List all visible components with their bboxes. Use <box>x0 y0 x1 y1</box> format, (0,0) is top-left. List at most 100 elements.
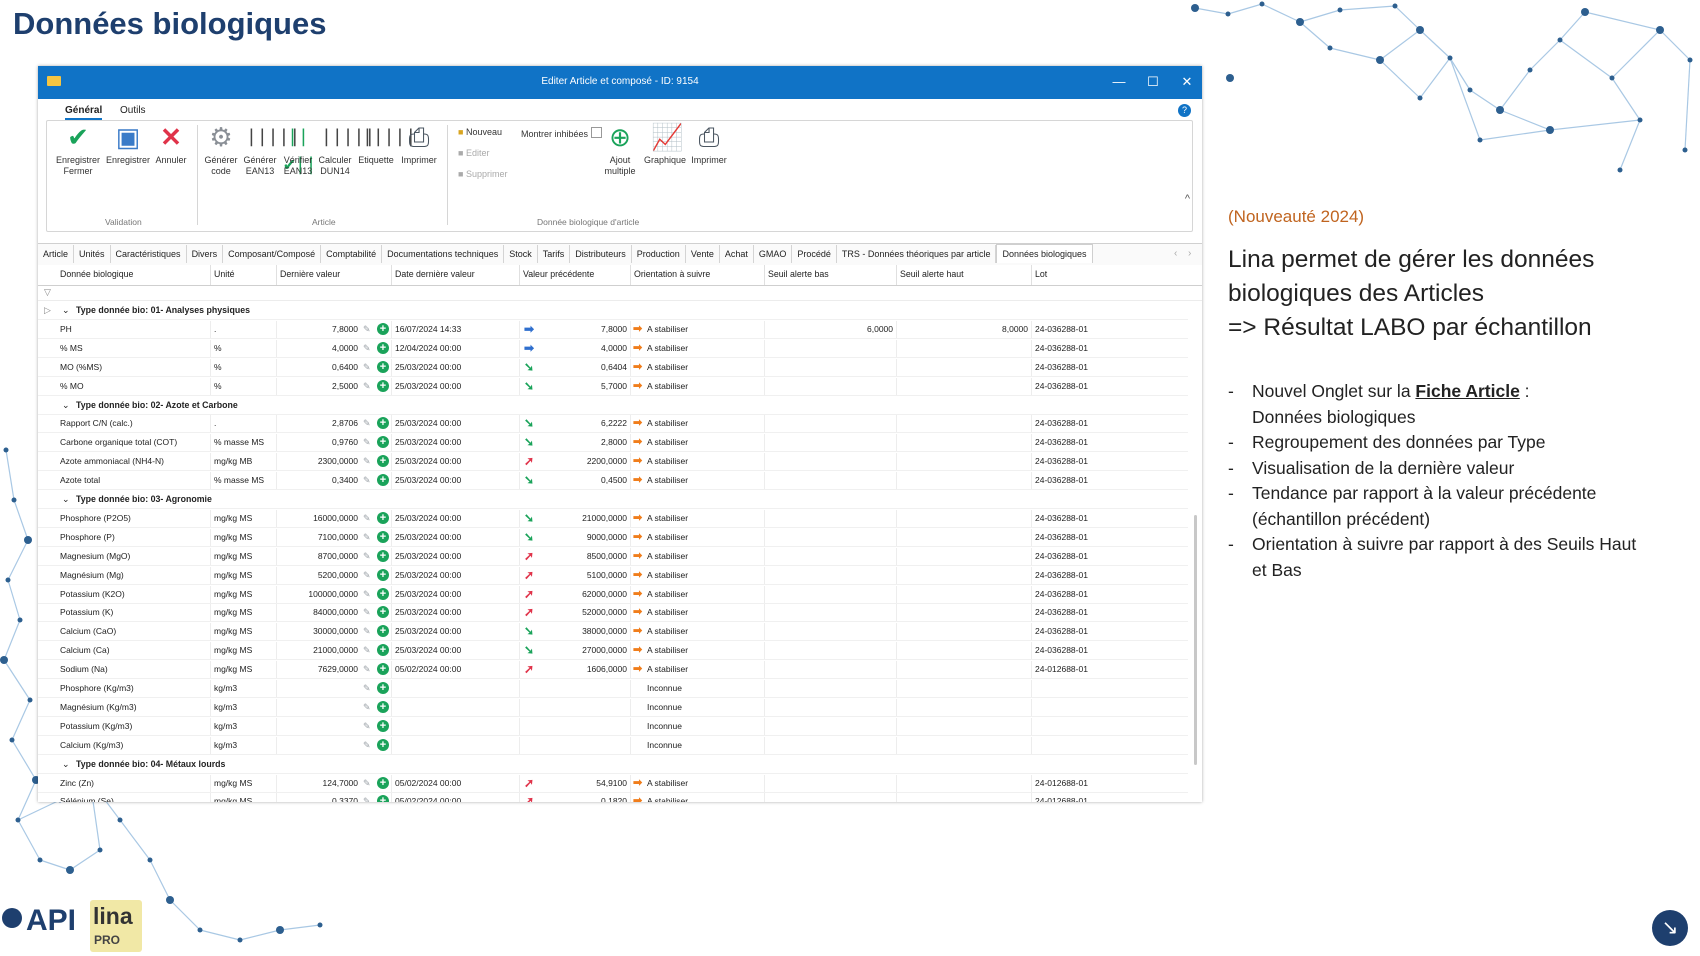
edit-value-icon[interactable]: ✎ <box>363 720 371 731</box>
group-row[interactable]: ⌄ Type donnée bio: 02- Azote et Carbone <box>38 397 1188 415</box>
edit-value-icon[interactable]: ✎ <box>363 550 371 561</box>
tab-vente[interactable]: Vente <box>686 245 720 263</box>
table-row[interactable]: Phosphore (P2O5) mg/kg MS 16000,0000 ✎ +25/0… <box>38 509 1188 528</box>
edit-value-icon[interactable]: ✎ <box>363 569 371 580</box>
generate-code-button[interactable]: ⚙ Générer code <box>204 122 238 176</box>
table-row[interactable]: Zinc (Zn) mg/kg MS 124,7000 ✎ +05/02/2024 00… <box>38 774 1188 793</box>
column-header[interactable]: Seuil alerte haut <box>900 269 964 279</box>
table-row[interactable]: Magnésium (Kg/m3) kg/m3 ✎ + Inconnue <box>38 698 1188 717</box>
edit-value-icon[interactable]: ✎ <box>363 739 371 750</box>
cancel-button[interactable]: ✕ Annuler <box>155 122 187 165</box>
column-header[interactable]: Lot <box>1035 269 1048 279</box>
add-value-icon[interactable]: + <box>377 682 389 694</box>
tab-gmao[interactable]: GMAO <box>754 245 793 263</box>
table-row[interactable]: % MO% 2,5000 ✎ +25/03/2024 00:00 ➘ 5,7000 ➡ A s… <box>38 377 1188 396</box>
add-value-icon[interactable]: + <box>377 341 389 354</box>
print-bio-button[interactable]: ⎙ Imprimer <box>691 122 727 165</box>
add-value-icon[interactable]: + <box>377 474 389 487</box>
add-value-icon[interactable]: + <box>377 738 389 751</box>
edit-value-icon[interactable]: ✎ <box>363 645 371 656</box>
group-row[interactable]: ⌄ Type donnée bio: 01- Analyses physiques… <box>38 302 1188 320</box>
add-value-icon[interactable]: + <box>377 379 389 392</box>
column-header[interactable]: Date dernière valeur <box>395 269 475 279</box>
edit-value-icon[interactable]: ✎ <box>363 361 371 372</box>
table-row[interactable]: Sodium (Na) mg/kg MS 7629,0000 ✎ +05/02/2024… <box>38 661 1188 680</box>
tab-documentations-techniques[interactable]: Documentations techniques <box>382 245 505 263</box>
column-header[interactable]: Seuil alerte bas <box>768 269 829 279</box>
add-value-icon[interactable]: + <box>377 776 389 789</box>
new-bio-button[interactable]: ■ Nouveau <box>458 127 502 137</box>
verify-ean13-button[interactable]: ||✔|| Vérifier EAN13 <box>280 123 317 177</box>
table-row[interactable]: Magnésium (Mg) mg/kg MS 5200,0000 ✎ +25/03/2… <box>38 566 1188 585</box>
table-row[interactable]: Azote ammoniacal (NH4-N) mg/kg MB 2300,000… <box>38 453 1188 472</box>
chevron-down-icon[interactable]: ⌄ <box>62 758 70 769</box>
tab-stock[interactable]: Stock <box>504 245 538 263</box>
edit-value-icon[interactable]: ✎ <box>363 437 371 448</box>
column-header[interactable]: Orientation à suivre <box>634 269 711 279</box>
filter-row[interactable]: ▽ <box>38 286 1202 301</box>
column-header[interactable]: Unité <box>214 269 235 279</box>
add-value-icon[interactable]: + <box>377 549 389 562</box>
edit-value-icon[interactable]: ✎ <box>363 512 371 523</box>
add-value-icon[interactable]: + <box>377 511 389 524</box>
chevron-down-icon[interactable]: ⌄ <box>62 305 70 315</box>
table-row[interactable]: Azote total % masse MS 0,3400 ✎ +25/03/2024 … <box>38 472 1188 491</box>
table-row[interactable]: Phosphore (P) mg/kg MS 7100,0000 ✎ +25/03/20… <box>38 528 1188 547</box>
add-value-icon[interactable]: + <box>377 322 389 335</box>
add-value-icon[interactable]: + <box>377 455 389 468</box>
ribbon-tab-general[interactable]: Général <box>65 105 103 120</box>
edit-value-icon[interactable]: ✎ <box>363 475 371 486</box>
add-value-icon[interactable]: + <box>377 417 389 430</box>
tab-production[interactable]: Production <box>632 245 686 263</box>
add-value-icon[interactable]: + <box>377 568 389 581</box>
add-value-icon[interactable]: + <box>377 530 389 543</box>
chevron-down-icon[interactable]: ⌄ <box>62 494 70 504</box>
delete-bio-button[interactable]: ■ Supprimer <box>458 169 508 179</box>
tab-article[interactable]: Article <box>38 245 75 263</box>
table-row[interactable]: Calcium (Kg/m3) kg/m3 ✎ + Inconnue <box>38 736 1188 755</box>
tab-distributeurs[interactable]: Distributeurs <box>570 245 632 263</box>
filter-icon[interactable]: ▽ <box>44 287 51 297</box>
add-value-icon[interactable]: + <box>377 663 389 676</box>
tab-trs-donn-es-th-oriques-par-article[interactable]: TRS - Données théoriques par article <box>837 245 997 263</box>
edit-value-icon[interactable]: ✎ <box>363 664 371 675</box>
collapse-ribbon-icon[interactable]: ^ <box>1184 193 1190 205</box>
tab-tarifs[interactable]: Tarifs <box>538 245 571 263</box>
tab-comptabilit-[interactable]: Comptabilité <box>321 245 383 263</box>
edit-value-icon[interactable]: ✎ <box>363 531 371 542</box>
tab-unit-s[interactable]: Unités <box>74 245 111 263</box>
help-icon[interactable]: ? <box>1178 104 1191 117</box>
add-value-icon[interactable]: + <box>377 719 389 732</box>
vertical-scrollbar[interactable] <box>1194 515 1197 765</box>
save-close-button[interactable]: ✔ Enregistrer Fermer <box>55 122 100 176</box>
add-value-icon[interactable]: + <box>377 360 389 373</box>
tab-composant-compos-[interactable]: Composant/Composé <box>223 245 322 263</box>
table-row[interactable]: Potassium (K) mg/kg MS 84000,0000 ✎ +25/03/2… <box>38 604 1188 623</box>
edit-value-icon[interactable]: ✎ <box>363 683 371 693</box>
edit-value-icon[interactable]: ✎ <box>363 342 371 353</box>
label-button[interactable]: ||||| Etiquette <box>356 123 416 166</box>
column-header[interactable]: Donnée biologique <box>60 269 134 279</box>
table-row[interactable]: Calcium (CaO) mg/kg MS 30000,0000 ✎ +25/03/2… <box>38 623 1188 642</box>
save-button[interactable]: ▣ Enregistrer <box>105 122 150 165</box>
close-button[interactable]: ✕ <box>1181 74 1193 89</box>
add-value-icon[interactable]: + <box>377 700 389 713</box>
edit-value-icon[interactable]: ✎ <box>363 323 371 334</box>
edit-value-icon[interactable]: ✎ <box>363 607 371 618</box>
table-row[interactable]: MO (%MS)% 0,6400 ✎ +25/03/2024 00:00 ➘ 0,6404… <box>38 358 1188 377</box>
edit-value-icon[interactable]: ✎ <box>363 626 371 637</box>
table-row[interactable]: % MS% 4,0000 ✎ +12/04/2024 00:00 ➡ 4,0000 ➡ A s… <box>38 339 1188 358</box>
tab-caract-ristiques[interactable]: Caractéristiques <box>111 245 187 263</box>
expand-icon[interactable]: ▷ <box>44 305 51 315</box>
add-multiple-button[interactable]: ⊕ Ajout multiple <box>604 122 636 176</box>
table-row[interactable]: Carbone organique total (COT) % masse MS 0… <box>38 434 1188 453</box>
edit-value-icon[interactable]: ✎ <box>363 796 371 802</box>
calculate-dun14-button[interactable]: ||||| Calculer DUN14 <box>317 123 375 177</box>
add-value-icon[interactable]: + <box>377 625 389 638</box>
tabs-scroll-right-icon[interactable]: › <box>1188 248 1192 259</box>
table-row[interactable]: Phosphore (Kg/m3) kg/m3 ✎ + Inconnue <box>38 680 1188 698</box>
table-row[interactable]: PH. 7,8000 ✎ +16/07/2024 14:33 ➡ 7,8000 ➡ A sta… <box>38 320 1188 339</box>
add-value-icon[interactable]: + <box>377 606 389 619</box>
edit-value-icon[interactable]: ✎ <box>363 588 371 599</box>
tab-divers[interactable]: Divers <box>187 245 224 263</box>
